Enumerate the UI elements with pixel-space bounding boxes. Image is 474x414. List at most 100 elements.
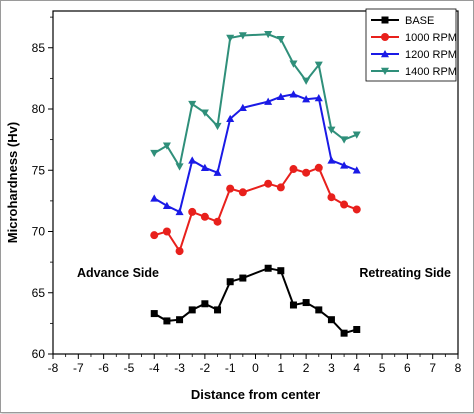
data-point-base bbox=[264, 264, 272, 272]
data-point-base bbox=[315, 306, 323, 314]
x-tick-label: 8 bbox=[455, 361, 462, 375]
y-axis-ticks: 60 65 70 75 80 85 bbox=[32, 16, 53, 361]
y-axis-label: Microhardness (Hv) bbox=[5, 122, 20, 243]
data-point-base bbox=[150, 310, 158, 318]
x-tick-label: -6 bbox=[98, 361, 109, 375]
data-point-base bbox=[302, 299, 310, 307]
x-tick-label: -2 bbox=[200, 361, 211, 375]
data-point-1000-rpm bbox=[327, 193, 336, 202]
data-point-base bbox=[239, 274, 247, 282]
data-point-1200-rpm bbox=[200, 163, 209, 172]
data-point-base bbox=[353, 326, 361, 333]
data-point-base bbox=[163, 317, 171, 325]
x-tick-label: -1 bbox=[225, 361, 236, 375]
data-point-1200-rpm bbox=[276, 92, 285, 100]
x-tick-label: -3 bbox=[174, 361, 185, 375]
series-line-base bbox=[153, 267, 358, 335]
data-point-1000-rpm bbox=[276, 183, 285, 192]
annotation-advance-side: Advance Side bbox=[77, 266, 159, 280]
data-point-1000-rpm bbox=[200, 212, 209, 221]
x-tick-label: 2 bbox=[303, 361, 310, 375]
data-point-1400-rpm bbox=[150, 149, 159, 158]
data-point-1000-rpm bbox=[213, 217, 222, 226]
data-point-1400-rpm bbox=[276, 35, 285, 44]
data-point-1000-rpm bbox=[302, 168, 311, 177]
data-point-1200-rpm bbox=[238, 103, 247, 111]
x-tick-label: 0 bbox=[252, 361, 259, 375]
x-tick-label: 7 bbox=[429, 361, 436, 375]
data-point-1200-rpm bbox=[226, 114, 235, 123]
x-axis-label: Distance from center bbox=[191, 387, 320, 402]
data-point-1000-rpm bbox=[162, 227, 171, 236]
data-point-1200-rpm bbox=[188, 156, 197, 164]
data-point-base bbox=[188, 306, 196, 314]
data-point-1200-rpm bbox=[327, 156, 336, 164]
data-point-base bbox=[277, 267, 285, 275]
data-point-1000-rpm bbox=[264, 179, 273, 188]
data-point-1400-rpm bbox=[340, 136, 349, 144]
data-point-1200-rpm bbox=[302, 95, 311, 103]
data-point-1000-rpm bbox=[150, 231, 159, 240]
data-point-1200-rpm bbox=[289, 90, 298, 98]
x-tick-label: 4 bbox=[353, 361, 360, 375]
y-tick-label: 65 bbox=[32, 286, 46, 300]
series-line-1400-rpm bbox=[153, 33, 358, 170]
x-tick-label: -8 bbox=[48, 361, 59, 375]
data-point-1400-rpm bbox=[238, 32, 247, 40]
data-point-1200-rpm bbox=[162, 201, 171, 209]
legend-marker-1000-rpm bbox=[381, 33, 389, 41]
data-point-1400-rpm bbox=[213, 122, 222, 131]
data-point-1200-rpm bbox=[213, 168, 222, 176]
data-point-1400-rpm bbox=[200, 109, 209, 117]
data-point-1200-rpm bbox=[175, 207, 184, 216]
x-axis-ticks: -8 -7 -6 -5 -4 -3 -2 -1 0 1 2 3 4 5 6 7 8 bbox=[48, 354, 462, 375]
data-point-base bbox=[201, 300, 209, 308]
data-point-1000-rpm bbox=[352, 205, 361, 214]
data-point-1000-rpm bbox=[226, 184, 235, 193]
data-point-1400-rpm bbox=[314, 61, 323, 69]
data-point-1200-rpm bbox=[150, 194, 159, 202]
data-point-1400-rpm bbox=[226, 34, 235, 42]
data-point-1400-rpm bbox=[175, 163, 184, 171]
legend-marker-1400-rpm bbox=[380, 67, 390, 76]
series-line-1200-rpm bbox=[153, 93, 358, 214]
data-point-base bbox=[214, 306, 222, 314]
data-point-base bbox=[289, 301, 297, 309]
legend-label-1400-rpm: 1400 RPM bbox=[405, 66, 457, 78]
legend-label-1200-rpm: 1200 RPM bbox=[405, 49, 457, 61]
data-point-1200-rpm bbox=[340, 161, 349, 169]
series-1200-rpm bbox=[150, 90, 361, 216]
data-point-1400-rpm bbox=[327, 126, 336, 134]
data-point-1200-rpm bbox=[352, 166, 361, 174]
series-1400-rpm bbox=[150, 31, 361, 171]
data-point-base bbox=[176, 316, 184, 324]
series-line-1000-rpm bbox=[153, 166, 358, 254]
legend-marker-1200-rpm bbox=[380, 49, 390, 58]
data-point-1400-rpm bbox=[289, 60, 298, 68]
data-point-1400-rpm bbox=[302, 77, 311, 85]
data-point-1200-rpm bbox=[264, 97, 273, 105]
y-tick-label: 60 bbox=[32, 347, 46, 361]
data-point-1400-rpm bbox=[264, 31, 273, 39]
series-1000-rpm bbox=[150, 163, 361, 256]
series-base bbox=[150, 264, 361, 337]
data-point-1400-rpm bbox=[352, 131, 361, 139]
y-tick-label: 80 bbox=[32, 102, 46, 116]
legend-box bbox=[365, 8, 457, 82]
y-tick-label: 75 bbox=[32, 163, 46, 177]
data-point-1000-rpm bbox=[314, 163, 323, 172]
data-point-1000-rpm bbox=[188, 207, 197, 216]
data-point-base bbox=[226, 278, 234, 286]
x-tick-label: 6 bbox=[404, 361, 411, 375]
data-point-1000-rpm bbox=[175, 247, 184, 256]
legend-label-1000-rpm: 1000 RPM bbox=[405, 32, 457, 44]
data-point-base bbox=[340, 329, 348, 337]
y-tick-label: 85 bbox=[32, 41, 46, 55]
legend-marker-base bbox=[381, 16, 389, 24]
legend-label-base: BASE bbox=[405, 15, 434, 27]
data-point-1000-rpm bbox=[340, 200, 349, 209]
x-tick-label: 3 bbox=[328, 361, 335, 375]
data-point-1000-rpm bbox=[289, 165, 298, 174]
